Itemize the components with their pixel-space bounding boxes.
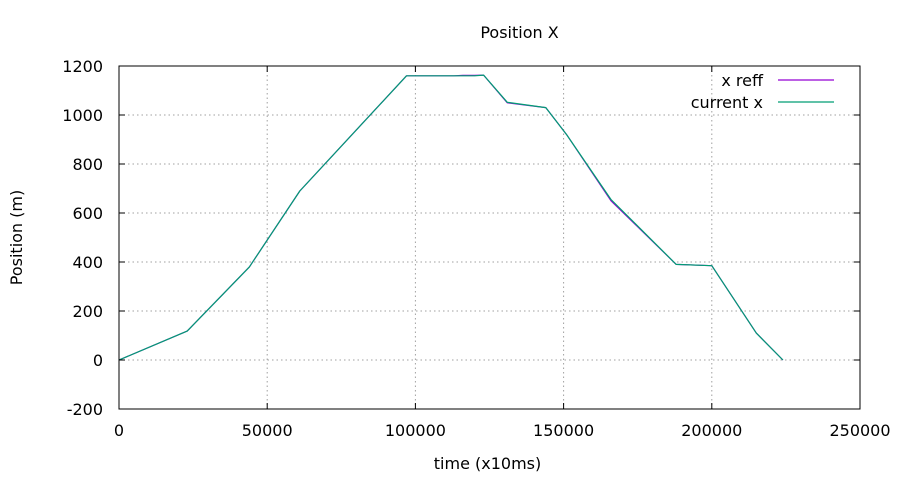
- plot-frame: [118, 65, 861, 410]
- y-tick-label: 800: [72, 155, 103, 174]
- series-line-current-x: [118, 74, 784, 361]
- y-tick-label: 1200: [62, 57, 103, 76]
- tick-label-layer: 0 50000 100000 150000 200000 250000 -200 0 200 40…: [62, 57, 890, 440]
- series-line-x-reff: [118, 74, 784, 361]
- y-tick-label: 400: [72, 253, 103, 272]
- x-tick-label: 250000: [829, 421, 890, 440]
- y-tick-label: 0: [93, 351, 103, 370]
- legend-label: x reff: [721, 71, 764, 90]
- x-tick-label: 150000: [533, 421, 594, 440]
- x-tick-label: 50000: [242, 421, 293, 440]
- grid-layer: [119, 66, 860, 409]
- x-tick-label: 100000: [385, 421, 446, 440]
- x-axis-title: time (x10ms): [434, 454, 541, 473]
- x-tick-label: 200000: [681, 421, 742, 440]
- chart-title: Position X: [480, 23, 558, 42]
- x-tick-label: 0: [114, 421, 124, 440]
- tick-layer: [118, 65, 861, 410]
- legend-label: current x: [691, 93, 763, 112]
- y-tick-label: 600: [72, 204, 103, 223]
- legend: x reff current x: [691, 71, 834, 112]
- y-axis-title: Position (m): [7, 190, 26, 285]
- y-tick-label: 200: [72, 302, 103, 321]
- y-tick-label: -200: [67, 400, 103, 419]
- series-layer: [118, 74, 784, 361]
- y-tick-label: 1000: [62, 106, 103, 125]
